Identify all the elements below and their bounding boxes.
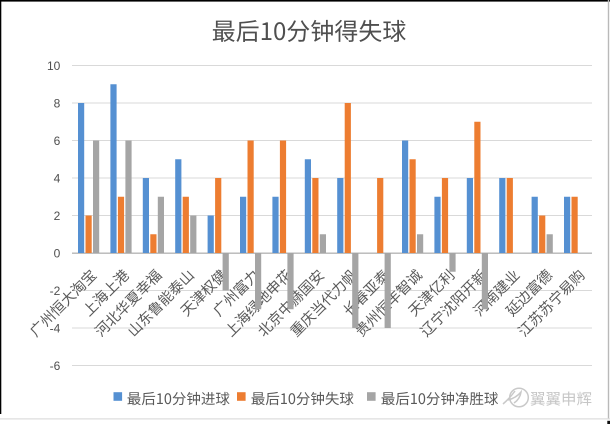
- svg-text:2: 2: [54, 209, 61, 223]
- svg-text:0: 0: [54, 246, 61, 260]
- svg-text:-2: -2: [50, 284, 61, 298]
- svg-text:-4: -4: [50, 321, 61, 335]
- svg-text:6: 6: [54, 134, 61, 148]
- svg-text:10: 10: [47, 59, 61, 73]
- svg-text:8: 8: [54, 96, 61, 110]
- svg-text:4: 4: [54, 171, 61, 185]
- svg-text:-6: -6: [50, 359, 61, 373]
